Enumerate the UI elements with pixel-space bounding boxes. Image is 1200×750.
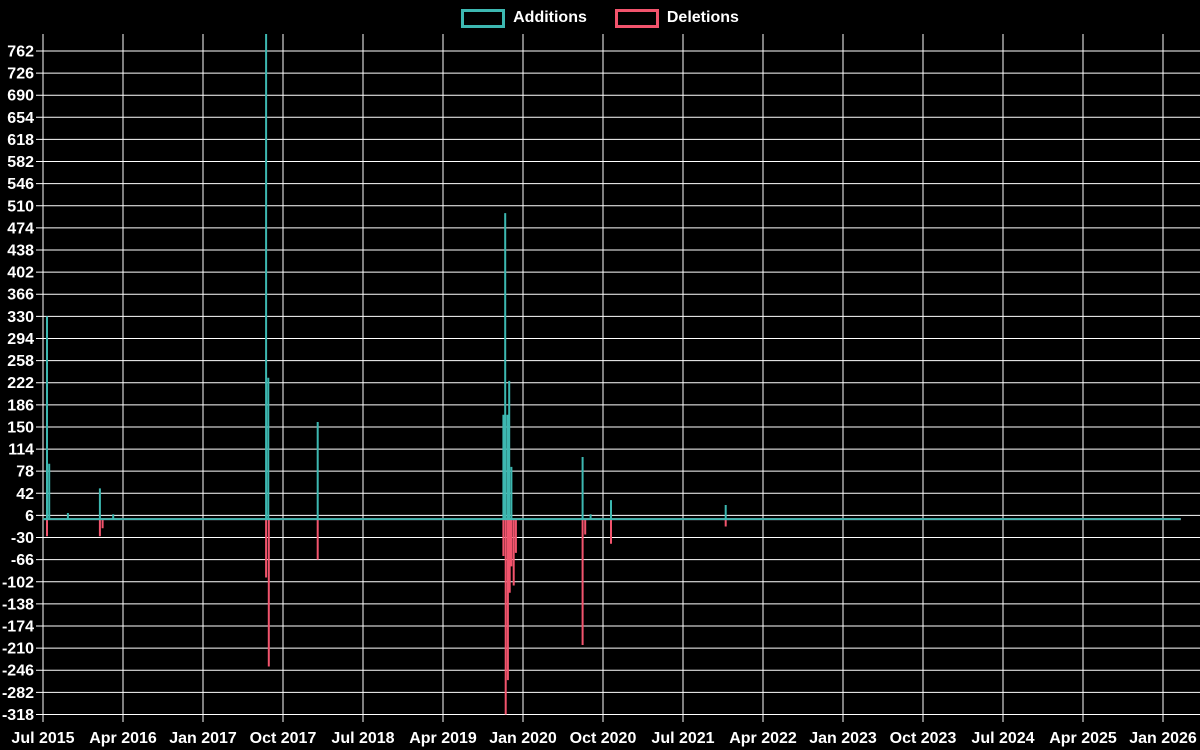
y-tick-label: -174 xyxy=(2,618,34,635)
y-tick-label: -318 xyxy=(2,707,34,724)
y-tick-label: 366 xyxy=(7,287,34,304)
x-tick-label: Jul 2024 xyxy=(971,730,1034,747)
y-tick-label: 402 xyxy=(7,265,34,282)
legend-label-additions: Additions xyxy=(513,9,587,26)
y-tick-label: 294 xyxy=(7,331,34,348)
y-tick-label: 42 xyxy=(16,486,34,503)
y-tick-label: 762 xyxy=(7,43,34,60)
y-tick-label: 78 xyxy=(16,464,34,481)
y-tick-label: 114 xyxy=(8,442,34,459)
legend: Additions Deletions xyxy=(0,6,1200,30)
x-tick-label: Oct 2020 xyxy=(570,730,637,747)
x-tick-label: Jul 2015 xyxy=(11,730,74,747)
y-tick-label: 186 xyxy=(7,397,34,414)
y-tick-label: 222 xyxy=(7,375,34,392)
y-tick-label: 510 xyxy=(7,198,34,215)
deletions-swatch-icon xyxy=(614,8,659,28)
y-tick-label: -282 xyxy=(2,685,34,702)
x-tick-label: Jan 2017 xyxy=(169,730,237,747)
x-tick-label: Jan 2020 xyxy=(489,730,557,747)
legend-item-deletions[interactable]: Deletions xyxy=(614,8,739,28)
y-tick-label: -30 xyxy=(11,530,34,547)
y-tick-label: -246 xyxy=(2,663,34,680)
y-tick-label: 6 xyxy=(25,508,34,525)
x-tick-label: Apr 2022 xyxy=(729,730,797,747)
y-tick-label: 618 xyxy=(7,132,34,149)
y-tick-label: -66 xyxy=(11,552,34,569)
x-tick-label: Jan 2023 xyxy=(809,730,877,747)
y-tick-label: -138 xyxy=(2,596,34,613)
y-tick-label: 654 xyxy=(7,110,34,127)
x-tick-label: Apr 2025 xyxy=(1049,730,1117,747)
y-tick-label: 474 xyxy=(7,220,34,237)
y-tick-label: 582 xyxy=(7,154,34,171)
additions-series-line xyxy=(43,34,1181,521)
x-tick-label: Jul 2021 xyxy=(651,730,714,747)
y-tick-label: 726 xyxy=(7,66,34,83)
y-tick-label: 546 xyxy=(7,176,34,193)
x-tick-label: Apr 2019 xyxy=(409,730,477,747)
x-tick-label: Apr 2016 xyxy=(89,730,157,747)
x-tick-label: Jul 2018 xyxy=(331,730,394,747)
y-tick-label: 150 xyxy=(7,419,34,436)
legend-label-deletions: Deletions xyxy=(666,9,739,26)
additions-swatch-icon xyxy=(461,8,506,28)
y-tick-label: -102 xyxy=(2,574,34,591)
deletions-series-line xyxy=(43,518,1181,715)
legend-item-additions[interactable]: Additions xyxy=(461,8,587,28)
y-tick-label: 690 xyxy=(7,88,34,105)
y-tick-label: -210 xyxy=(2,641,34,658)
y-tick-label: 330 xyxy=(7,309,34,326)
x-tick-label: Oct 2023 xyxy=(890,730,957,747)
x-tick-label: Oct 2017 xyxy=(250,730,317,747)
x-tick-label: Jan 2026 xyxy=(1129,730,1197,747)
y-tick-label: 438 xyxy=(7,243,34,260)
y-tick-label: 258 xyxy=(7,353,34,370)
